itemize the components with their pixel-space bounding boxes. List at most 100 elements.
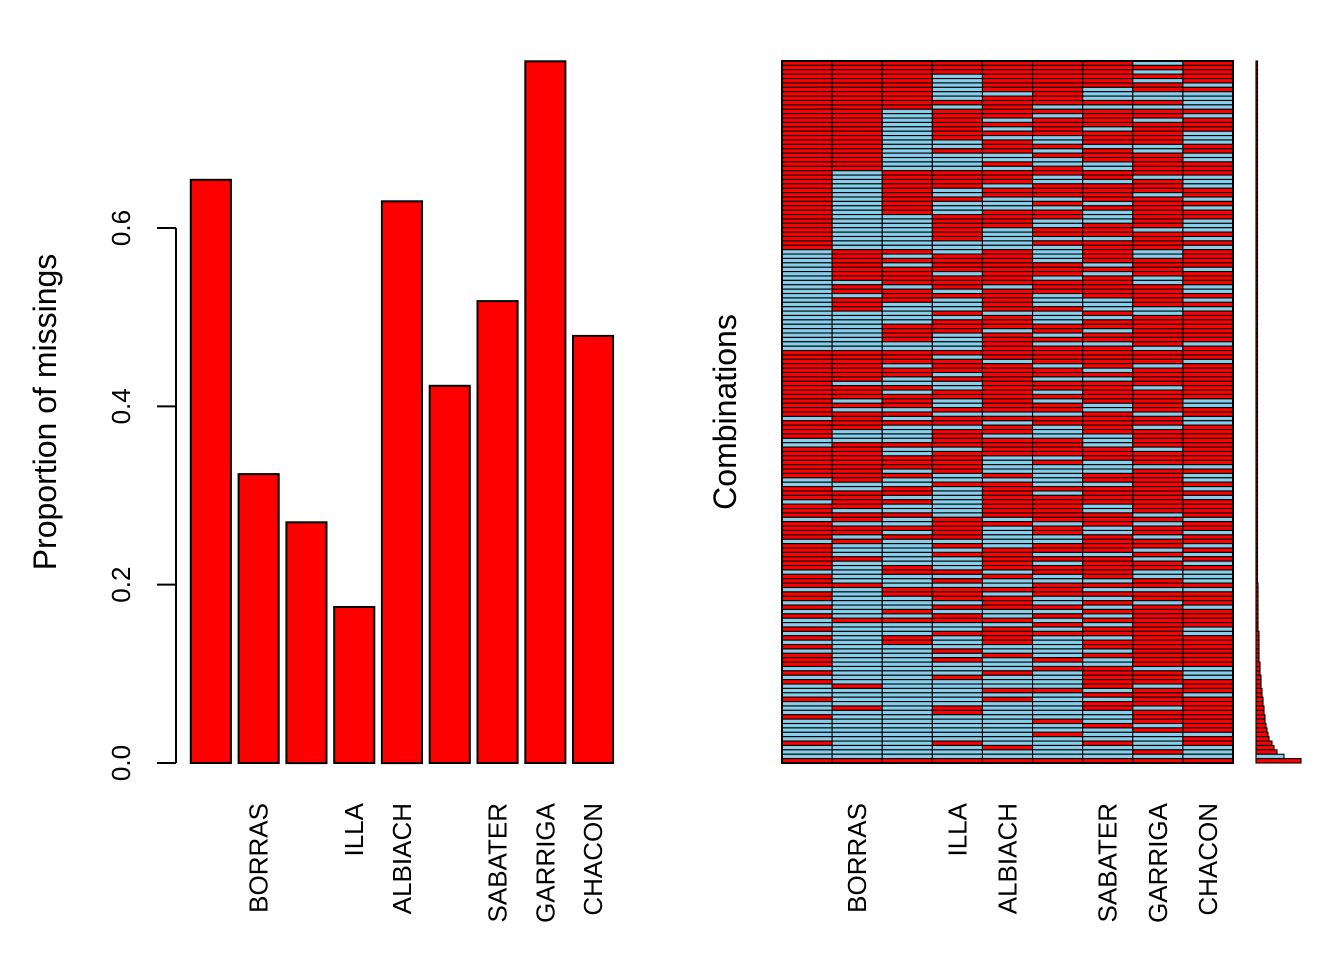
- combination-cell: [981, 104, 1034, 110]
- combination-cell: [1082, 310, 1134, 317]
- combination-cell: [981, 178, 1034, 185]
- combination-cell: [931, 95, 983, 102]
- combination-cell: [781, 749, 833, 755]
- combination-cell: [1132, 415, 1184, 422]
- combination-cell: [1132, 512, 1184, 518]
- combination-cell: [781, 472, 833, 479]
- combination-cell: [1182, 420, 1234, 426]
- combination-cell: [981, 499, 1034, 505]
- combination-cell: [781, 551, 833, 558]
- combination-cell: [931, 170, 983, 176]
- frequency-bar: [1255, 78, 1259, 84]
- combination-cell: [931, 314, 983, 321]
- combination-cell: [931, 126, 983, 132]
- combination-cell: [1082, 205, 1134, 211]
- combination-cell: [881, 582, 933, 589]
- combination-cell: [1182, 156, 1234, 163]
- combination-cell: [1182, 222, 1234, 229]
- combination-cell: [881, 301, 933, 308]
- combination-cell: [981, 573, 1034, 580]
- y-axis-ticks: 0.00.20.40.6: [106, 210, 176, 781]
- combination-cell: [931, 341, 983, 347]
- combination-cell: [981, 301, 1034, 308]
- combination-cell: [1132, 113, 1184, 119]
- combination-cell: [981, 244, 1034, 251]
- combination-cell: [1132, 121, 1184, 128]
- combination-cell: [831, 740, 883, 746]
- combination-cell: [1032, 244, 1084, 251]
- frequency-bar: [1255, 569, 1259, 575]
- combination-cell: [781, 657, 833, 663]
- combination-cell: [931, 385, 983, 391]
- combination-cell: [881, 402, 933, 409]
- combination-cell: [881, 481, 933, 488]
- combination-cell: [831, 543, 883, 549]
- combination-cell: [1032, 565, 1084, 571]
- combination-cell: [831, 161, 883, 167]
- combination-cell: [831, 529, 883, 536]
- combination-cell: [1132, 472, 1184, 479]
- frequency-bar: [1255, 709, 1265, 716]
- combination-cell: [1132, 534, 1184, 540]
- combination-cell: [831, 604, 883, 610]
- bar: [572, 334, 615, 764]
- combination-cell: [831, 249, 883, 255]
- combination-cell: [931, 240, 983, 246]
- combination-cell: [1132, 126, 1184, 132]
- combination-cell: [831, 306, 883, 312]
- combination-cell: [1032, 709, 1084, 716]
- combination-cell: [1082, 749, 1134, 755]
- combination-cell: [1132, 367, 1184, 374]
- combination-cell: [831, 661, 883, 668]
- combination-cell: [1132, 371, 1184, 378]
- combination-cell: [831, 622, 883, 628]
- combination-cell: [1182, 428, 1234, 435]
- combination-cell: [1082, 262, 1134, 268]
- combination-cell: [981, 722, 1034, 729]
- combination-cell: [1132, 130, 1184, 137]
- combination-cell: [931, 380, 983, 387]
- combination-cell: [1182, 292, 1234, 299]
- frequency-bar: [1255, 608, 1259, 615]
- combination-cell: [1182, 516, 1234, 523]
- combination-cell: [881, 648, 933, 654]
- combination-cell: [1132, 235, 1184, 242]
- combination-cell: [881, 626, 933, 632]
- combination-cell: [831, 450, 883, 457]
- combination-cell: [831, 192, 883, 198]
- combination-cell: [881, 121, 933, 128]
- combination-cell: [781, 310, 833, 317]
- combination-cell: [1182, 139, 1234, 145]
- frequency-bar: [1255, 459, 1259, 466]
- combination-cell: [881, 196, 933, 202]
- combination-cell: [931, 586, 983, 593]
- combination-cell: [781, 222, 833, 229]
- combination-cell: [1032, 371, 1084, 378]
- combination-cell: [831, 152, 883, 159]
- frequency-bar: [1255, 117, 1259, 123]
- combination-cell: [781, 543, 833, 549]
- combination-cell: [831, 547, 883, 553]
- combination-cell: [931, 244, 983, 251]
- combination-cell: [1132, 705, 1184, 711]
- combination-cell: [781, 363, 833, 369]
- combination-cell: [881, 398, 933, 404]
- combination-cell: [1032, 95, 1084, 102]
- combination-cell: [781, 354, 833, 360]
- combination-cell: [981, 692, 1034, 698]
- combination-cell: [981, 648, 1034, 654]
- combination-cell: [831, 148, 883, 154]
- combination-cell: [1182, 253, 1234, 259]
- combination-cell: [1032, 499, 1084, 505]
- combination-cell: [981, 420, 1034, 426]
- combination-cell: [781, 253, 833, 259]
- y-axis-title: Combinations: [707, 314, 743, 510]
- combination-cell: [931, 218, 983, 224]
- combination-cell: [881, 385, 933, 391]
- combination-cell: [1182, 69, 1234, 75]
- combination-cell: [831, 578, 883, 584]
- combination-cell: [931, 139, 983, 145]
- combination-cell: [1082, 573, 1134, 580]
- combination-cell: [831, 481, 883, 488]
- combination-cell: [931, 736, 983, 742]
